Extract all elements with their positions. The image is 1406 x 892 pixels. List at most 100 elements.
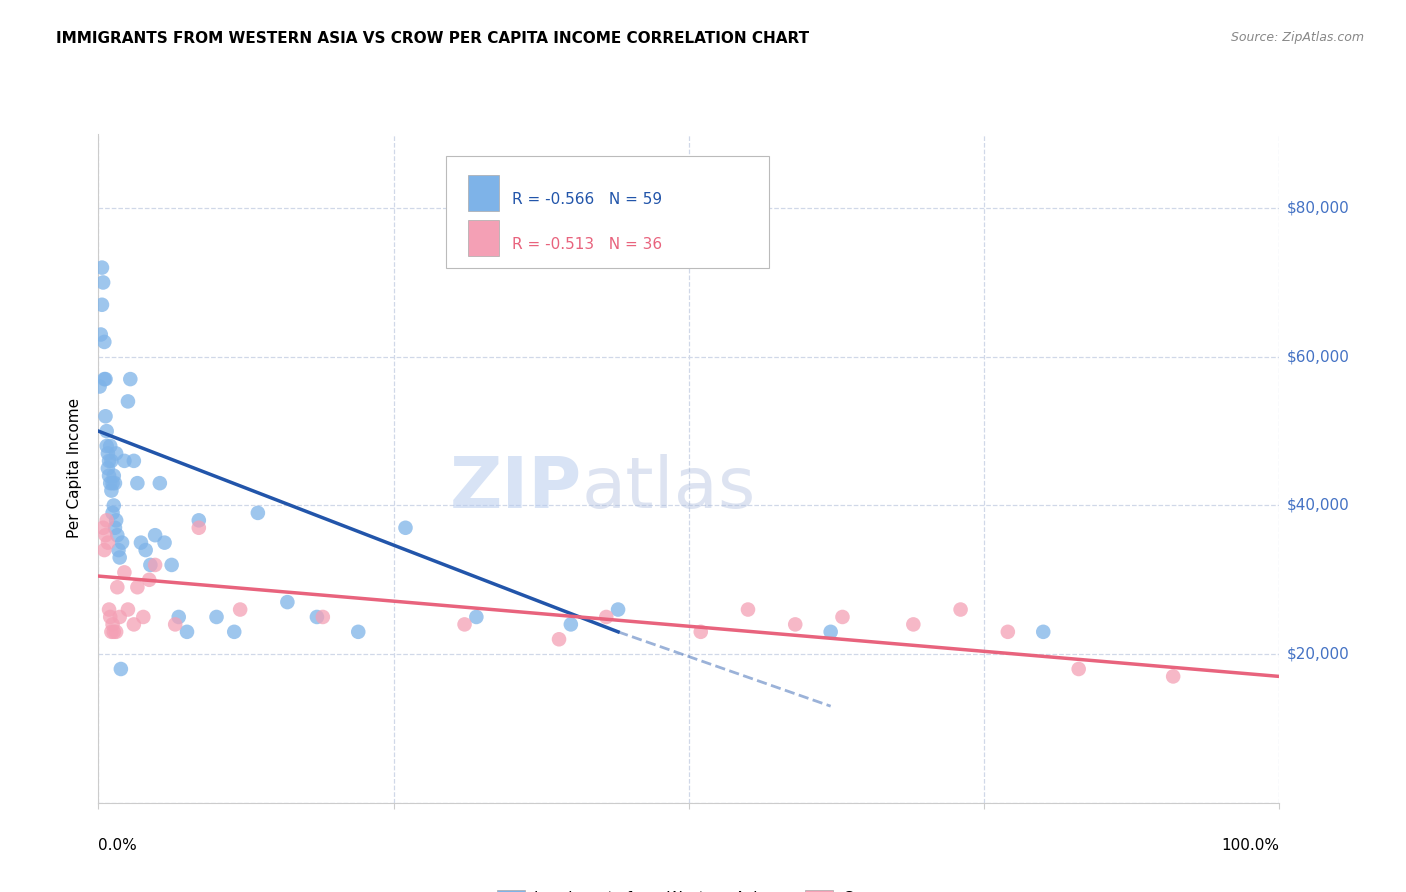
Point [90,327,112,342]
Point [187,513,209,527]
Point [100,624,122,639]
Point [97,535,120,549]
Point [112,454,135,468]
Point [98,476,121,491]
Point [949,602,972,616]
Point [122,617,145,632]
Point [101,476,124,491]
Point [595,610,617,624]
Point [93,543,115,558]
Text: 0.0%: 0.0% [98,838,138,854]
Point [89,379,111,393]
Point [101,617,124,632]
Point [93,372,115,386]
Text: $80,000: $80,000 [1286,201,1350,216]
Point [139,558,162,572]
Point [165,617,187,632]
Point [107,543,129,558]
Text: IMMIGRANTS FROM WESTERN ASIA VS CROW PER CAPITA INCOME CORRELATION CHART: IMMIGRANTS FROM WESTERN ASIA VS CROW PER… [56,31,810,46]
Point [110,662,132,676]
Point [91,298,114,312]
Point [465,610,488,624]
Point [94,528,117,542]
Point [122,454,145,468]
Text: $60,000: $60,000 [1286,350,1350,364]
Point [117,394,139,409]
Point [98,454,121,468]
Text: 100.0%: 100.0% [1222,838,1279,854]
Point [104,476,127,491]
Point [229,602,252,616]
Point [276,595,298,609]
Text: Source: ZipAtlas.com: Source: ZipAtlas.com [1230,31,1364,45]
Point [205,610,228,624]
Point [132,610,155,624]
Point [98,610,121,624]
Point [831,610,853,624]
Point [127,580,149,594]
Point [96,513,118,527]
Point [96,439,118,453]
Point [138,573,160,587]
Text: ZIP: ZIP [450,454,582,523]
Point [153,535,176,549]
Point [105,446,128,460]
Point [737,602,759,616]
Point [1032,624,1054,639]
Point [120,372,142,386]
Text: atlas: atlas [582,454,756,523]
Point [91,276,114,290]
Point [560,617,582,632]
Point [224,624,246,639]
Point [143,558,166,572]
Point [100,454,122,468]
Point [103,624,125,639]
Point [108,550,131,565]
Point [108,610,131,624]
Point [101,506,124,520]
Point [149,476,172,491]
Point [187,521,209,535]
Point [98,602,121,616]
Point [997,624,1019,639]
Point [117,602,139,616]
Point [143,528,166,542]
Y-axis label: Per Capita Income: Per Capita Income [67,398,83,539]
Point [94,372,117,386]
Point [1161,669,1184,683]
Point [453,617,475,632]
Point [91,521,114,535]
Point [100,483,122,498]
Point [105,624,128,639]
Point [246,506,269,520]
Point [98,468,121,483]
Point [167,610,190,624]
Point [347,624,370,639]
Point [394,521,416,535]
Point [97,461,120,475]
Point [93,334,115,349]
Point [903,617,925,632]
Point [103,468,125,483]
Point [607,602,630,616]
Point [104,521,127,535]
Point [127,476,149,491]
Point [176,624,198,639]
Text: R = -0.513   N = 36: R = -0.513 N = 36 [512,237,662,252]
Point [548,632,571,647]
Point [129,535,152,549]
Point [312,610,335,624]
Point [103,499,125,513]
Point [111,535,134,549]
Point [1067,662,1090,676]
Point [105,513,128,527]
Point [96,424,118,438]
Point [305,610,328,624]
Point [135,543,157,558]
Point [689,624,711,639]
Legend: Immigrants from Western Asia, Crow: Immigrants from Western Asia, Crow [491,884,887,892]
Text: R = -0.566   N = 59: R = -0.566 N = 59 [512,192,662,207]
Text: $20,000: $20,000 [1286,647,1350,662]
Text: $40,000: $40,000 [1286,498,1350,513]
Point [785,617,807,632]
